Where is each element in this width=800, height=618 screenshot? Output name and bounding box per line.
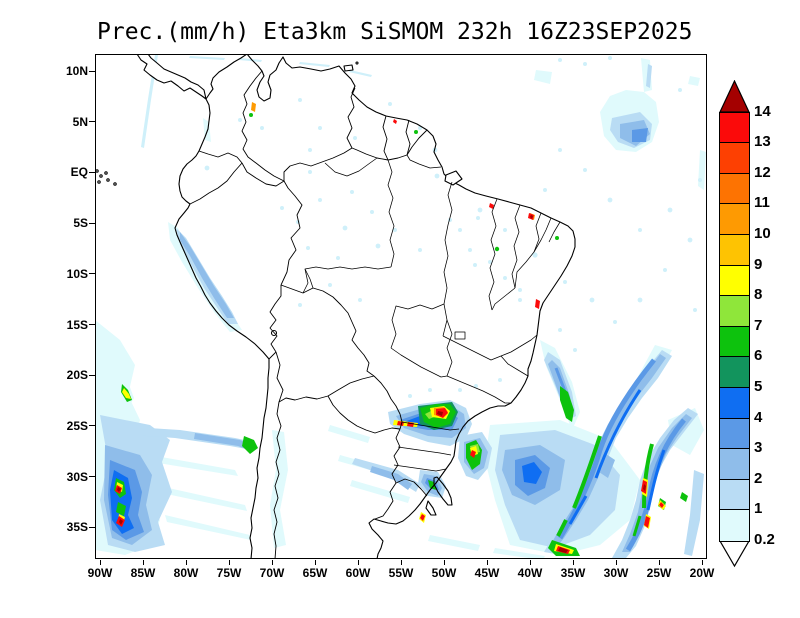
lon-tick-mark [314, 560, 316, 565]
lon-tick-label: 55W [388, 566, 414, 580]
colorbar-segment [719, 448, 750, 481]
lat-tick-mark [89, 425, 95, 427]
lon-tick-mark [615, 560, 617, 565]
lat-tick-label: 25S [66, 418, 88, 433]
colorbar-tick-label: 10 [754, 225, 771, 242]
lon-tick-label: 80W [173, 566, 199, 580]
lon-tick-mark [572, 560, 574, 565]
lon-tick-mark [443, 560, 445, 565]
colorbar-segment [719, 203, 750, 236]
colorbar-segment [719, 509, 750, 542]
lon-tick-mark [142, 560, 144, 565]
colorbar-underflow-arrow [719, 540, 750, 568]
lat-tick-label: 15S [66, 317, 88, 332]
lat-tick-label: 5S [73, 216, 88, 231]
coastline [96, 55, 576, 558]
lon-tick-mark [701, 560, 703, 565]
lat-tick-label: 10S [66, 266, 88, 281]
colorbar-tick-label: 6 [754, 347, 763, 365]
lat-tick-mark [89, 273, 95, 275]
colorbar-tick-label: 14 [754, 102, 771, 120]
lon-tick-label: 50W [431, 566, 457, 580]
lon-tick-mark [271, 560, 273, 565]
colorbar-segment [719, 111, 750, 145]
colorbar-tick-label: 3 [754, 439, 763, 457]
colorbar-segment [719, 417, 750, 451]
lon-tick-label: 35W [560, 566, 586, 580]
lon-tick-label: 90W [87, 566, 113, 580]
lon-tick-label: 60W [345, 566, 371, 580]
overflow-arrow-shape [719, 80, 750, 113]
lat-tick-mark [89, 70, 95, 72]
lat-tick-label: 5N [72, 114, 88, 129]
lat-tick-mark [89, 374, 95, 376]
colorbar-segment [719, 356, 750, 389]
colorbar-segment [719, 325, 750, 359]
colorbar-overflow-arrow [719, 80, 750, 113]
colorbar-segment [719, 142, 750, 175]
lon-tick-label: 70W [259, 566, 285, 580]
lon-tick-mark [185, 560, 187, 565]
lat-tick-mark [89, 121, 95, 123]
lon-tick-label: 40W [517, 566, 543, 580]
lat-tick-label: EQ [70, 165, 88, 180]
colorbar-tick-label: 5 [754, 378, 763, 395]
colorbar-segment [719, 172, 750, 206]
colorbar-segment [719, 295, 750, 328]
lon-tick-label: 30W [603, 566, 629, 580]
colorbar-tick-label: 12 [754, 163, 771, 181]
country-borders [189, 70, 428, 558]
colorbar-tick-label: 7 [754, 316, 763, 334]
colorbar-tick-label: 9 [754, 255, 763, 273]
colorbar-segment [719, 264, 750, 298]
lon-tick-label: 25W [646, 566, 672, 580]
colorbar-tick-label: 2 [754, 469, 763, 487]
chart-title: Prec.(mm/h) Eta3km SiSMOM 232h 16Z23SEP2… [97, 19, 693, 45]
colorbar-tick-label: 0.2 [754, 531, 775, 548]
precip-layer-over-14-darkred [117, 215, 646, 553]
lon-tick-label: 65W [302, 566, 328, 580]
lat-tick-label: 10N [65, 64, 88, 78]
lat-tick-mark [89, 171, 95, 173]
colorbar-tick-label: 1 [754, 500, 763, 518]
lat-tick-mark [89, 324, 95, 325]
lat-tick-mark [89, 526, 95, 528]
lon-tick-label: 75W [216, 566, 242, 580]
lon-tick-mark [529, 560, 531, 565]
lon-tick-label: 20W [689, 566, 715, 580]
colorbar-tick-label: 4 [754, 408, 763, 426]
lon-tick-mark [400, 560, 402, 565]
lat-tick-label: 20S [66, 368, 88, 383]
lat-tick-mark [89, 222, 95, 224]
colorbar-tick-label: 8 [754, 286, 763, 304]
colorbar-segment [719, 387, 750, 420]
colorbar-segment [719, 478, 750, 512]
colorbar-segment [719, 234, 750, 267]
lon-tick-mark [357, 560, 359, 565]
map-canvas [96, 55, 706, 558]
map-frame [95, 54, 707, 559]
lon-tick-label: 45W [474, 566, 500, 580]
lon-tick-mark [658, 560, 660, 565]
colorbar-tick-label: 11 [754, 194, 770, 212]
lat-tick-mark [89, 476, 95, 478]
colorbar-tick-label: 13 [754, 133, 771, 151]
lat-tick-label: 30S [66, 469, 88, 484]
underflow-arrow-shape [719, 540, 750, 568]
lon-tick-mark [99, 560, 101, 565]
lat-tick-label: 35S [66, 520, 88, 535]
state-borders [302, 154, 561, 472]
lon-tick-mark [228, 560, 230, 565]
lon-tick-label: 85W [130, 566, 156, 580]
lon-tick-mark [486, 560, 488, 565]
